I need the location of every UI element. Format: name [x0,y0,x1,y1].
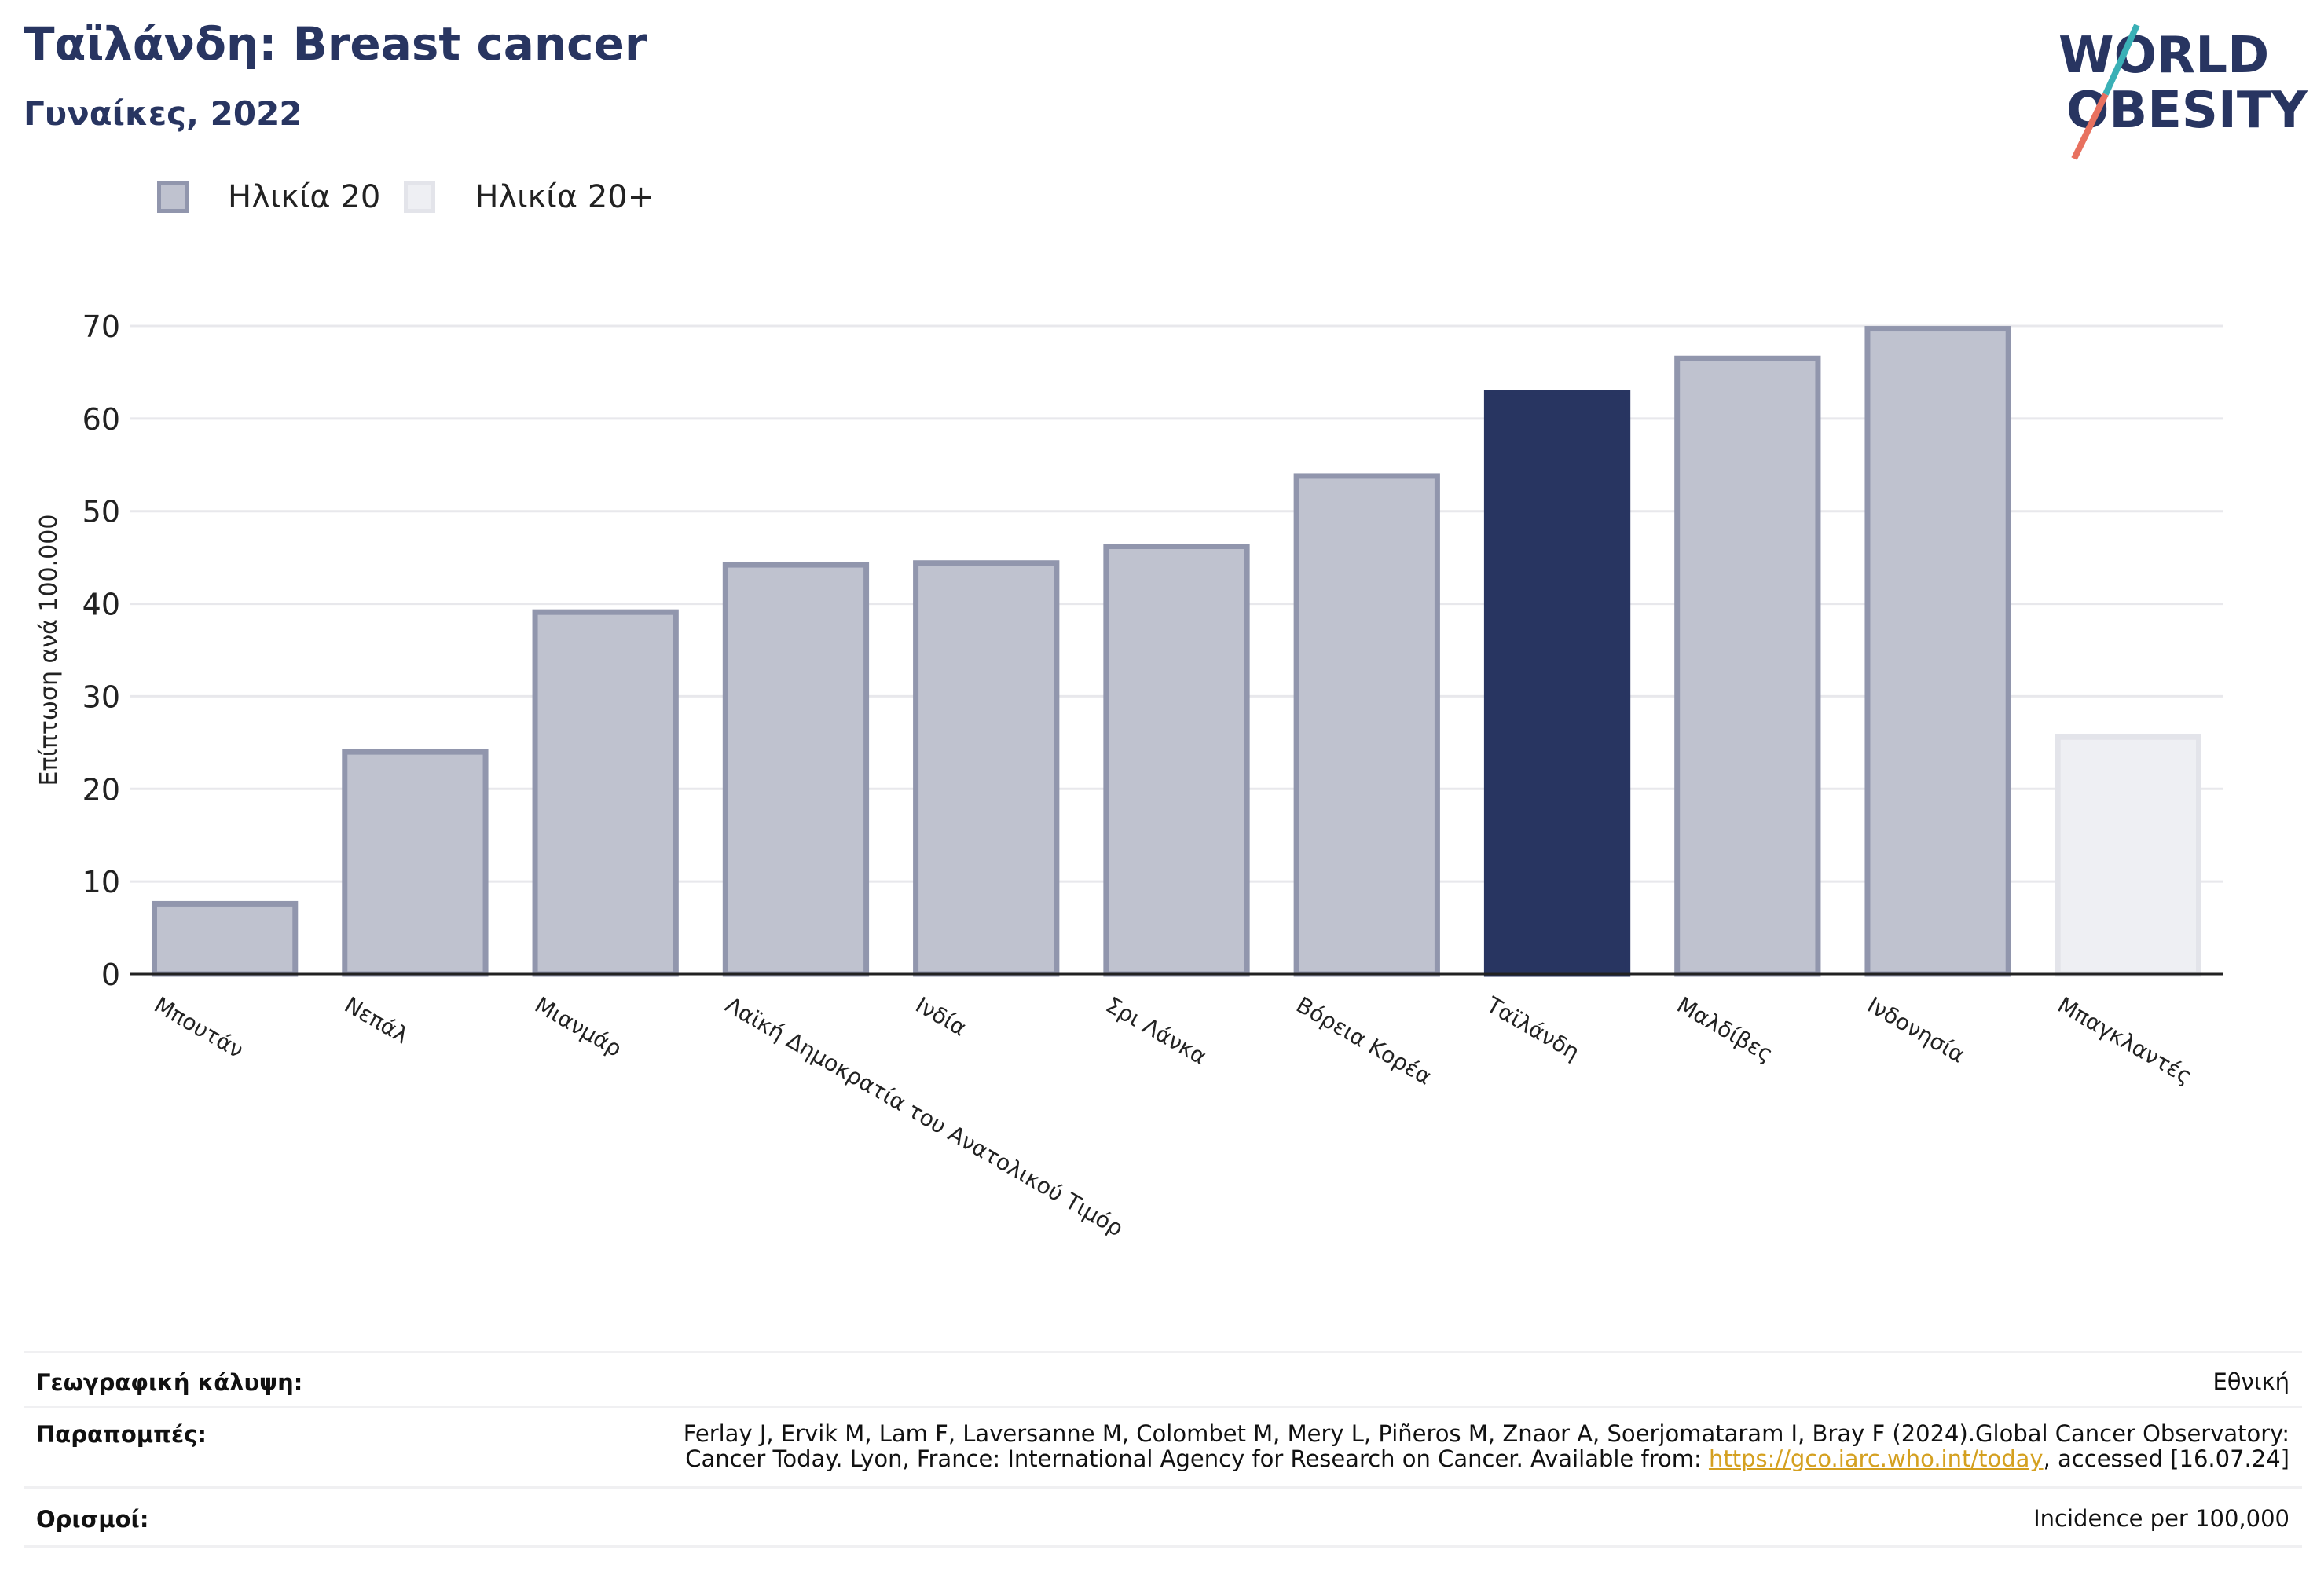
x-tick-label: Νεπάλ [340,991,413,1049]
x-tick-label: Μαλδίβες [1673,991,1778,1067]
info-table: Γεωγραφική κάλυψη: Εθνική Παραπομπές: Fe… [24,1351,2302,1555]
references-line-2-pre: Cancer Today. Lyon, France: Internationa… [685,1445,1709,1472]
bar [342,749,489,977]
bar [913,560,1060,977]
info-row-definitions: Ορισμοί: Incidence per 100,000 [24,1486,2302,1548]
y-tick-label: 30 [82,679,120,714]
y-axis-label: Επίπτωση ανά 100.000 [35,515,63,786]
y-tick-label: 60 [82,402,120,437]
x-tick-label: Λαϊκή Δημοκρατία του Ανατολικού Τιμόρ [720,991,1127,1241]
legend-swatch-age-20-plus [404,181,436,213]
bar [2055,734,2202,977]
references-line-2: Cancer Today. Lyon, France: Internationa… [684,1446,2289,1471]
y-tick-label: 10 [82,865,120,899]
bar-chart: 0 10 20 30 40 50 60 70 Επίπτωση ανά 100.000 Μπουτ… [35,310,2223,1242]
info-row-references: Παραπομπές: Ferlay J, Ervik M, Lam F, La… [24,1406,2302,1489]
references-value: Ferlay J, Ervik M, Lam F, Laversanne M, … [684,1421,2289,1471]
y-tick-label: 40 [82,588,120,622]
x-tick-label: Ταϊλάνδη [1482,991,1584,1065]
bar [1103,544,1250,977]
legend-item-age-20-plus[interactable]: Ηλικία 20+ [404,179,654,215]
y-tick-label: 20 [82,772,120,807]
bar [1293,473,1440,977]
world-obesity-logo: WORLD OBESITY [2058,24,2308,160]
bar [1864,326,2011,977]
x-tick-label: Μπουτάν [150,991,248,1063]
bar [151,900,299,977]
svg-text:WORLD: WORLD [2058,27,2269,85]
bar [1483,390,1631,977]
info-row-coverage: Γεωγραφική κάλυψη: Εθνική [24,1351,2302,1408]
definitions-label: Ορισμοί: [36,1506,149,1533]
x-tick-label: Ινδία [911,991,971,1041]
coverage-value: Εθνική [2212,1368,2289,1395]
chart-subtitle: Γυναίκες, 2022 [24,94,302,133]
references-link[interactable]: https://gco.iarc.who.int/today [1708,1445,2044,1472]
legend-swatch-age-20 [157,181,189,213]
x-tick-label: Σρι Λάνκα [1102,991,1211,1070]
chart-legend: Ηλικία 20 Ηλικία 20+ [157,179,677,215]
y-tick-label: 70 [82,310,120,344]
bar [532,609,679,977]
references-line-2-post: , accessed [16.07.24] [2043,1445,2289,1472]
y-tick-label: 0 [101,958,120,992]
x-tick-label: Ινδονησία [1863,991,1969,1068]
bar [722,562,870,977]
references-line-1: Ferlay J, Ervik M, Lam F, Laversanne M, … [683,1420,2289,1447]
definitions-value: Incidence per 100,000 [2033,1505,2289,1532]
bar [1674,355,1821,977]
chart-title: Ταϊλάνδη: Breast cancer [24,17,647,71]
legend-item-age-20[interactable]: Ηλικία 20 [157,179,380,215]
y-tick-label: 50 [82,495,120,529]
references-label: Παραπομπές: [36,1421,207,1448]
x-tick-label: Μιανμάρ [530,991,626,1061]
legend-label-age-20-plus: Ηλικία 20+ [475,179,654,215]
legend-label-age-20: Ηλικία 20 [228,179,381,215]
coverage-label: Γεωγραφική κάλυψη: [36,1369,303,1396]
x-tick-label: Βόρεια Κορέα [1292,991,1436,1090]
x-tick-label: Μπαγκλαντές [2053,991,2196,1089]
